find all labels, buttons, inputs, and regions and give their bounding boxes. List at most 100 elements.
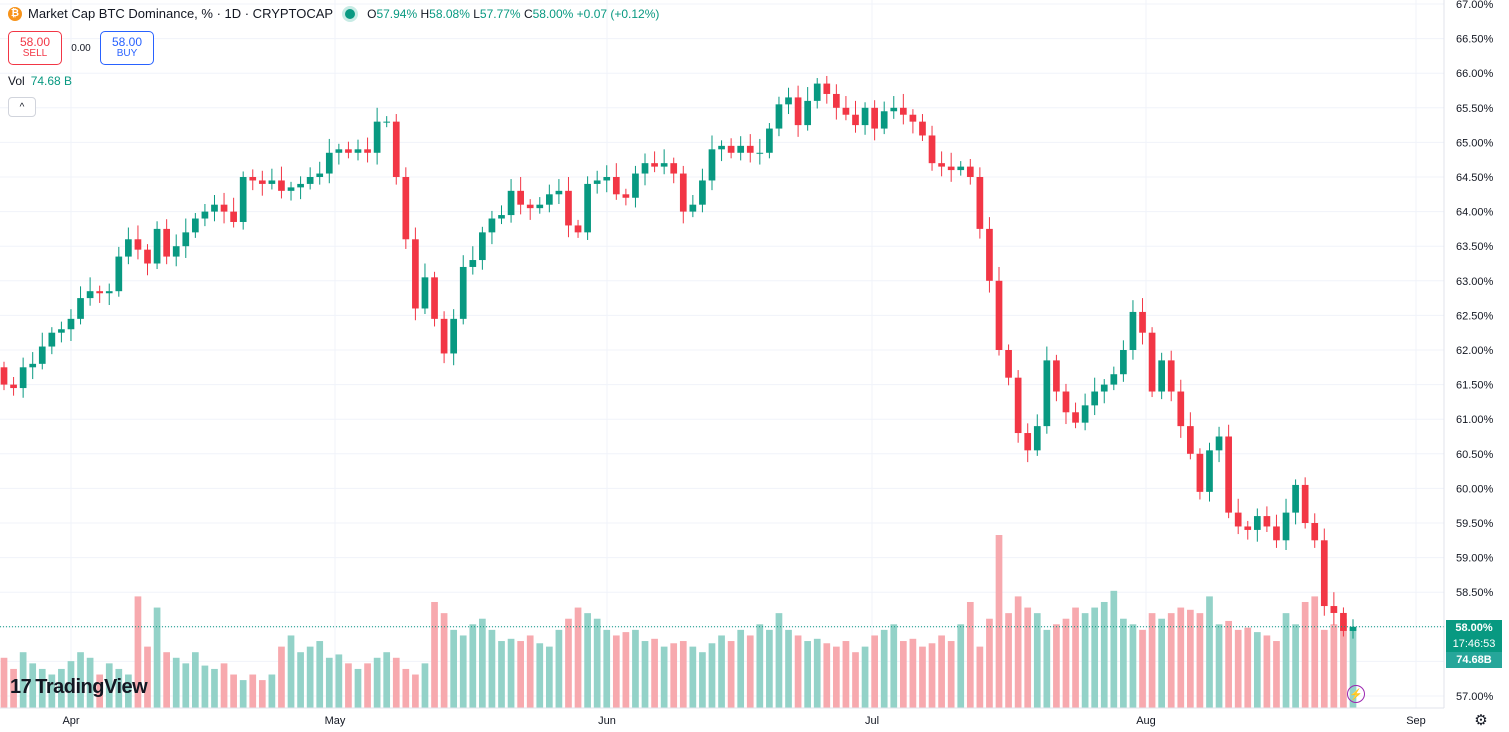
candle-body <box>364 149 371 153</box>
volume-bar <box>364 663 371 708</box>
candle-body <box>392 121 400 177</box>
market-status-icon[interactable] <box>345 8 356 19</box>
volume-bar <box>144 646 151 708</box>
volume-value: 74.68 B <box>30 74 73 88</box>
sell-button[interactable]: 58.00 SELL <box>8 31 62 65</box>
candle-body <box>354 149 362 153</box>
gear-icon[interactable]: ⚙ <box>1474 712 1488 729</box>
candle-body <box>593 180 601 184</box>
volume-bar <box>1062 618 1070 708</box>
price-tick-label: 61.50% <box>1456 380 1494 392</box>
candle-body <box>1301 484 1309 523</box>
volume-bar <box>48 674 56 708</box>
candle-body <box>258 180 266 184</box>
volume-bar <box>861 646 869 708</box>
candle-body <box>29 363 37 368</box>
candle-body <box>479 232 486 261</box>
volume-bar <box>565 618 572 708</box>
candle-body <box>316 173 324 177</box>
volume-bar <box>794 635 802 708</box>
volume-bar <box>134 596 142 708</box>
candle-body <box>919 121 926 136</box>
symbol-title[interactable]: Market Cap BTC Dominance, % · 1D · CRYPT… <box>28 6 334 21</box>
flash-icon[interactable]: ⚡ <box>1347 685 1365 703</box>
change-value: +0.07 (+0.12%) <box>576 6 660 21</box>
candle-body <box>67 318 75 330</box>
low-value: 57.77% <box>479 6 521 21</box>
volume-bar <box>1273 641 1280 708</box>
volume-bar <box>976 646 984 708</box>
candle-body <box>584 183 591 233</box>
volume-bar <box>1340 618 1347 708</box>
buy-button[interactable]: 58.00 BUY <box>100 31 154 65</box>
volume-bar <box>335 654 343 708</box>
candle-body <box>1349 626 1357 631</box>
candle-body <box>670 163 678 174</box>
candle-body <box>986 228 993 281</box>
candle-body <box>1120 350 1127 375</box>
candle-body <box>1129 311 1137 350</box>
candle-body <box>775 104 783 129</box>
candle-body <box>402 177 410 240</box>
candle-body <box>125 239 132 257</box>
tradingview-logo[interactable]: 17 TradingView <box>10 676 148 699</box>
volume-bar <box>986 618 993 708</box>
volume-bar <box>1206 596 1213 708</box>
volume-bar <box>660 646 668 708</box>
volume-bar <box>163 652 170 708</box>
volume-bar <box>622 632 630 708</box>
candle-body <box>1053 360 1060 392</box>
volume-bar <box>268 674 276 708</box>
candle-body <box>450 318 458 354</box>
candle-body <box>794 97 802 126</box>
candle-body <box>842 107 850 115</box>
volume-bar <box>77 652 84 708</box>
candle-body <box>1253 516 1261 530</box>
candle-body <box>1244 526 1252 530</box>
candle-body <box>852 114 859 126</box>
candle-body <box>1139 311 1146 333</box>
volume-bar <box>536 643 544 708</box>
volume-bar <box>651 638 658 708</box>
candle-body <box>1100 384 1108 392</box>
volume-tag: 74.68B <box>1446 652 1502 668</box>
candle-body <box>1215 436 1223 451</box>
volume-bar <box>919 646 926 708</box>
volume-bar <box>105 663 113 708</box>
candle-body <box>182 232 190 247</box>
volume-bar <box>756 624 764 708</box>
candle-body <box>335 149 343 153</box>
candle-body <box>899 107 907 115</box>
candle-body <box>488 218 496 233</box>
price-tick-label: 65.50% <box>1456 103 1494 115</box>
candle-body <box>469 260 477 267</box>
candle-body <box>1110 374 1118 385</box>
volume-bar <box>373 657 381 708</box>
candle-body <box>421 277 429 309</box>
price-tick-label: 66.00% <box>1456 68 1494 80</box>
candle-body <box>603 177 611 181</box>
volume-bar <box>29 663 37 708</box>
volume-bar <box>153 607 161 708</box>
candle-body <box>230 211 237 222</box>
candlestick-chart[interactable] <box>0 0 1444 708</box>
candle-body <box>1196 453 1204 492</box>
symbol-legend: ₿ Market Cap BTC Dominance, % · 1D · CRY… <box>8 6 659 21</box>
close-value: 58.00% <box>532 6 574 21</box>
collapse-chevron-icon[interactable]: ^ <box>8 97 36 117</box>
volume-bar <box>354 668 362 708</box>
price-chart[interactable] <box>0 0 1444 708</box>
candle-body <box>38 346 46 364</box>
candle-body <box>1320 540 1328 607</box>
volume-bar <box>842 641 850 708</box>
volume-bar <box>957 624 965 708</box>
candle-body <box>679 173 687 212</box>
price-tick-label: 67.00% <box>1456 0 1494 11</box>
candle-body <box>440 318 448 354</box>
candle-body <box>0 367 8 385</box>
candle-body <box>909 114 917 122</box>
volume-bar <box>641 641 649 708</box>
price-tick-label: 63.00% <box>1456 276 1494 288</box>
candle-body <box>871 107 878 129</box>
candle-body <box>957 166 965 171</box>
